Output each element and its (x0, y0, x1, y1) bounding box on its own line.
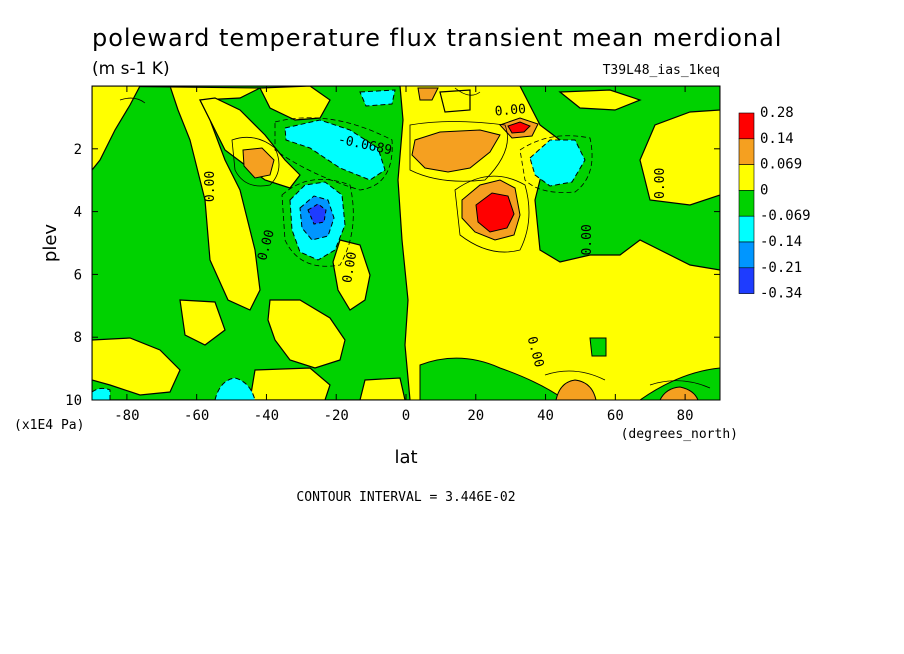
y-tick-label: 10 (65, 393, 82, 409)
negative-region (589, 337, 607, 357)
legend-label: -0.14 (760, 234, 802, 250)
legend-label: -0.21 (760, 260, 802, 276)
positive-region (179, 299, 226, 346)
x-tick-label: -60 (184, 408, 209, 424)
y-tick-label: 8 (74, 330, 82, 346)
negative-region (359, 89, 396, 107)
legend: 0.28 0.14 0.069 0 -0.069 -0.14 -0.21 -0.34 (738, 105, 811, 302)
positive-region (439, 89, 471, 113)
legend-swatch (738, 267, 755, 294)
x-tick-label: -80 (114, 408, 139, 424)
x-axis-label: lat (394, 447, 417, 468)
y-unit-label: (x1E4 Pa) (14, 418, 84, 433)
x-tick-label: -40 (254, 408, 279, 424)
x-tick-label: 0 (402, 408, 410, 424)
x-axis: -80 -60 -40 -20 0 20 40 60 80 (114, 86, 694, 424)
legend-label: 0.069 (760, 157, 802, 173)
contour-label: 0.00 (340, 251, 360, 284)
y-tick-label: 4 (74, 205, 82, 221)
positive-region (659, 386, 699, 400)
x-tick-label: 40 (537, 408, 554, 424)
positive-region (259, 86, 331, 121)
x-tick-label: 80 (677, 408, 694, 424)
legend-label: 0.28 (760, 105, 794, 121)
run-label: T39L48_ias_1keq (603, 63, 720, 78)
legend-swatch (738, 190, 755, 217)
x-unit-label: (degrees_north) (621, 427, 738, 442)
contour-label: 0.00 (580, 224, 595, 255)
max-region (475, 192, 515, 233)
legend-label: 0 (760, 182, 768, 198)
legend-label: -0.34 (760, 286, 802, 302)
positive-region (242, 147, 275, 179)
positive-region (199, 97, 301, 189)
contour-label: 0.00 (653, 168, 668, 199)
positive-region (332, 239, 371, 311)
positive-region (92, 337, 181, 396)
positive-region (417, 87, 439, 101)
legend-swatch (738, 215, 755, 243)
chart-title: poleward temperature flux transient mean… (92, 24, 782, 52)
contour-lines (119, 87, 711, 389)
x-tick-label: 60 (607, 408, 624, 424)
positive-region (359, 377, 406, 400)
positive-region (267, 299, 346, 369)
legend-swatch (738, 164, 755, 191)
y-axis: 2 4 6 8 10 (65, 142, 720, 409)
positive-region (555, 379, 597, 400)
max-region (507, 121, 531, 134)
positive-region (92, 86, 141, 171)
contour-interval: CONTOUR INTERVAL = 3.446E-02 (296, 490, 515, 505)
y-tick-label: 2 (74, 142, 82, 158)
legend-swatch (738, 138, 755, 165)
contour-label: 0.00 (494, 102, 527, 120)
legend-label: -0.069 (760, 208, 811, 224)
contour-lines-negative (274, 117, 593, 267)
x-tick-label: -20 (324, 408, 349, 424)
negative-region (529, 139, 586, 187)
y-axis-label: plev (40, 224, 61, 263)
legend-swatch (738, 112, 755, 140)
negative-region (519, 86, 720, 271)
positive-region (558, 89, 642, 111)
positive-region (411, 129, 501, 173)
negative-region (307, 203, 327, 225)
negative-region (92, 387, 111, 400)
negative-region (284, 119, 386, 181)
legend-label: 0.14 (760, 131, 794, 147)
y-tick-label: 6 (74, 267, 82, 283)
x-tick-label: 20 (467, 408, 484, 424)
negative-region (214, 377, 256, 400)
legend-swatch (738, 241, 755, 269)
chart-units: (m s-1 K) (92, 59, 170, 79)
contour-label: 0.00 (203, 171, 218, 202)
